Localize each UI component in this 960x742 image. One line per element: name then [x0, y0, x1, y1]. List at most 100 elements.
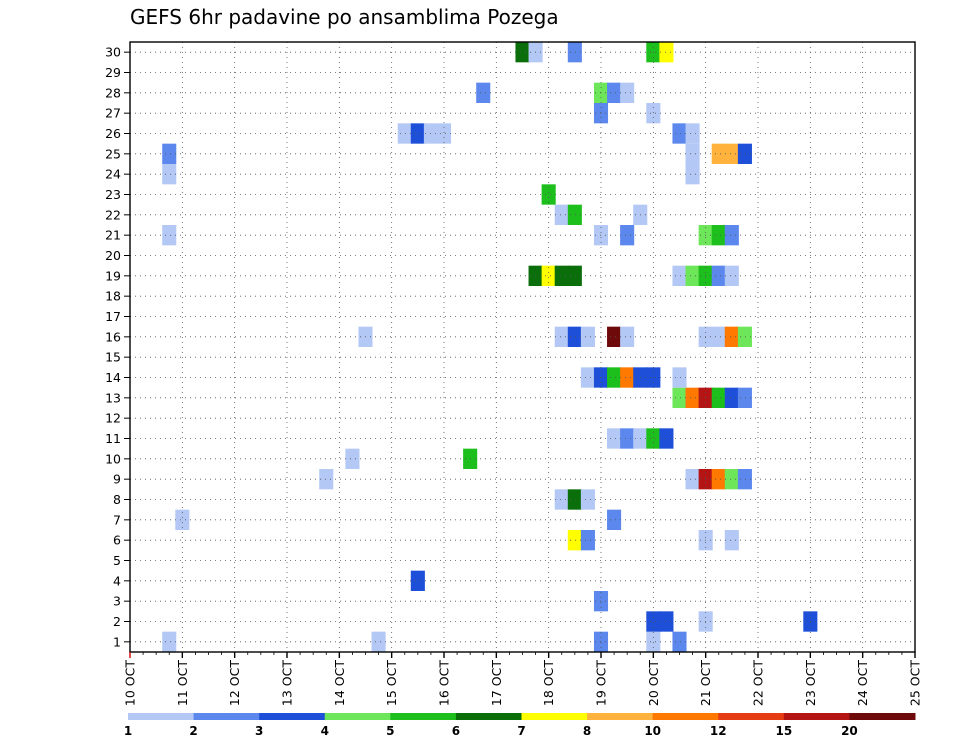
- cell-78: [685, 143, 700, 164]
- cell-89: [646, 103, 661, 124]
- cell-41: [607, 367, 622, 388]
- y-tick-label: 6: [113, 533, 121, 548]
- cell-70: [724, 225, 739, 246]
- y-tick-label: 12: [105, 411, 121, 426]
- y-tick-label: 11: [105, 431, 121, 446]
- x-tick-label: 16 OCT: [437, 660, 452, 706]
- cell-49: [580, 326, 595, 347]
- legend-swatch: [324, 713, 391, 720]
- y-tick-label: 23: [105, 187, 121, 202]
- y-tick-label: 19: [105, 268, 121, 283]
- y-tick-label: 21: [105, 228, 121, 243]
- cell-10: [410, 570, 425, 591]
- x-tick-label: 17 OCT: [489, 660, 504, 706]
- cell-86: [672, 123, 687, 144]
- legend-swatch: [652, 713, 719, 720]
- cell-83: [410, 123, 425, 144]
- y-tick-label: 13: [105, 390, 121, 405]
- y-tick-label: 17: [105, 309, 121, 324]
- cell-0: [162, 631, 177, 652]
- cell-16: [607, 509, 622, 530]
- cell-6: [659, 611, 674, 632]
- y-tick-label: 8: [113, 492, 121, 507]
- x-tick-label: 19 OCT: [594, 660, 609, 706]
- cell-57: [541, 265, 556, 286]
- cell-47: [554, 326, 569, 347]
- cell-14: [724, 530, 739, 551]
- cell-1: [371, 631, 386, 652]
- legend-swatch: [390, 713, 457, 720]
- cell-48: [567, 326, 582, 347]
- y-tick-label: 7: [113, 512, 121, 527]
- cell-34: [685, 387, 700, 408]
- legend-label: 7: [517, 724, 525, 738]
- cell-67: [620, 225, 635, 246]
- cell-5: [646, 611, 661, 632]
- cell-32: [659, 428, 674, 449]
- cell-74: [541, 184, 556, 205]
- cell-59: [567, 265, 582, 286]
- cell-50: [607, 326, 622, 347]
- legend-label: 6: [452, 724, 460, 738]
- y-tick-label: 24: [105, 167, 121, 182]
- cell-19: [580, 489, 595, 510]
- x-tick-label: 14 OCT: [332, 660, 347, 706]
- x-tick-label: 12 OCT: [227, 660, 242, 706]
- cell-72: [567, 204, 582, 225]
- cell-55: [737, 326, 752, 347]
- cell-23: [711, 469, 726, 490]
- y-tick-label: 1: [113, 634, 121, 649]
- legend-swatch: [587, 713, 654, 720]
- x-axis: 10 OCT 11 OCT 12 OCT 13 OCT 14 OCT 15 OCT 16 O…: [123, 652, 923, 706]
- cell-61: [685, 265, 700, 286]
- cell-21: [685, 469, 700, 490]
- cell-31: [646, 428, 661, 449]
- cell-81: [737, 143, 752, 164]
- y-tick-label: 29: [105, 65, 121, 80]
- cell-36: [711, 387, 726, 408]
- cell-94: [515, 42, 530, 63]
- cell-45: [672, 367, 687, 388]
- y-tick-label: 15: [105, 350, 121, 365]
- plot-frame: [129, 41, 916, 653]
- cell-3: [646, 631, 661, 652]
- y-tick-label: 22: [105, 207, 121, 222]
- legend-label: 10: [644, 724, 661, 738]
- y-tick-label: 14: [105, 370, 121, 385]
- cell-92: [607, 82, 622, 103]
- cell-69: [711, 225, 726, 246]
- cell-71: [554, 204, 569, 225]
- cell-87: [685, 123, 700, 144]
- cell-58: [554, 265, 569, 286]
- y-tick-label: 10: [105, 451, 121, 466]
- y-axis: 1234567891011121314151617181920212223242…: [105, 45, 130, 649]
- legend-swatch: [128, 713, 195, 720]
- cell-38: [737, 387, 752, 408]
- y-tick-label: 4: [113, 573, 121, 588]
- cell-42: [620, 367, 635, 388]
- cell-33: [672, 387, 687, 408]
- cells-layer: [162, 42, 818, 652]
- cell-79: [711, 143, 726, 164]
- legend-label: 3: [255, 724, 263, 738]
- cell-63: [711, 265, 726, 286]
- cell-90: [476, 82, 491, 103]
- cell-37: [724, 387, 739, 408]
- x-tick-label: 11 OCT: [175, 660, 190, 706]
- y-tick-label: 27: [105, 106, 121, 121]
- cell-26: [345, 448, 360, 469]
- cell-25: [737, 469, 752, 490]
- cell-75: [162, 164, 177, 185]
- y-tick-label: 16: [105, 329, 121, 344]
- x-tick-label: 15 OCT: [384, 660, 399, 706]
- x-tick-label: 24 OCT: [855, 660, 870, 706]
- legend-swatch: [259, 713, 326, 720]
- x-tick-label: 23 OCT: [803, 660, 818, 706]
- cell-60: [672, 265, 687, 286]
- x-tick-label: 22 OCT: [751, 660, 766, 706]
- y-tick-label: 26: [105, 126, 121, 141]
- cell-98: [659, 42, 674, 63]
- cell-93: [620, 82, 635, 103]
- cell-4: [672, 631, 687, 652]
